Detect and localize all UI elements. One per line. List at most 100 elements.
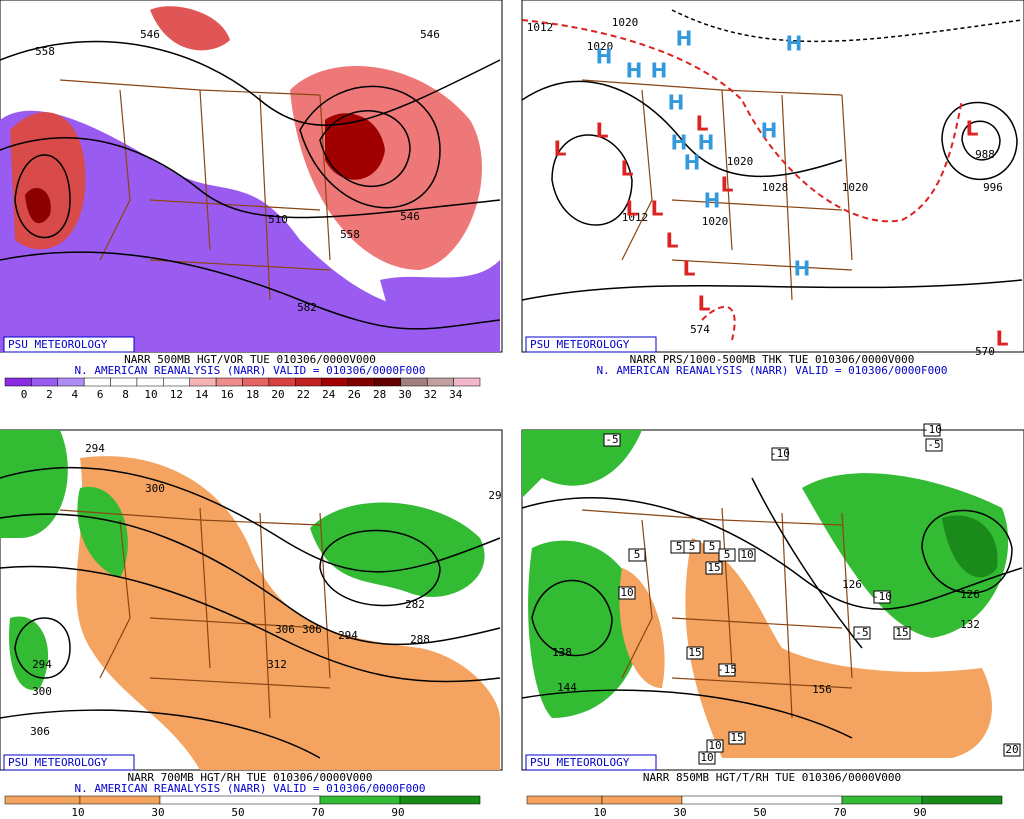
title-line-1: NARR 500MB HGT/VOR TUE 010306/0000V000 [124, 353, 376, 366]
pressure-center: H [596, 45, 613, 69]
contour-label: 126 [960, 588, 980, 601]
borders [581, 507, 853, 719]
title-line-1: NARR PRS/1000-500MB THK TUE 010306/0000V… [630, 353, 915, 366]
thickness-line [521, 19, 963, 223]
colorbar-segment [110, 377, 138, 387]
label-box [718, 548, 736, 562]
borders [581, 79, 853, 301]
contour [14, 617, 71, 679]
credit: PSU METEOROLOGY [530, 338, 630, 351]
colorbar-label: 10 [144, 388, 157, 401]
colorbar-segment [601, 795, 683, 805]
temperature-label: 10 [708, 739, 721, 752]
panel: 1012 1020 1020 1020 1028 1020 1020 1012 988 996 57… [521, 0, 1024, 377]
borders [59, 507, 331, 719]
colorbar-label: 18 [246, 388, 259, 401]
contour-label: 312 [267, 658, 287, 671]
contour-label: 582 [297, 301, 317, 314]
temperature-label: 15 [707, 561, 720, 574]
temperature-label: 5 [634, 548, 641, 561]
contour-label: 1012 [527, 21, 554, 34]
pressure-center: L [996, 327, 1009, 351]
pressure-center: H [684, 151, 701, 175]
contour-label: 1020 [702, 215, 729, 228]
label-box [728, 731, 746, 745]
shaded-region [528, 540, 642, 718]
colorbar-segment [681, 795, 843, 805]
colorbar-label: 2 [46, 388, 53, 401]
colorbar-label: 10 [71, 806, 84, 819]
colorbar-segment [136, 377, 164, 387]
colorbar-label: 70 [311, 806, 324, 819]
shaded-region [310, 502, 485, 597]
colorbar-segment [268, 377, 296, 387]
colorbar-label: 12 [170, 388, 183, 401]
label-box [618, 586, 636, 600]
pressure-center: L [626, 197, 639, 221]
contour-label: 1012 [622, 211, 649, 224]
shaded-region [325, 113, 385, 180]
pressure-center: L [554, 137, 567, 161]
colorbar-segment [921, 795, 1003, 805]
colorbar-label: 34 [449, 388, 463, 401]
colorbar-label: 30 [398, 388, 411, 401]
colorbar-segment [79, 795, 161, 805]
pressure-center: L [966, 117, 979, 141]
pressure-center: H [671, 131, 688, 155]
colorbar-segment [399, 795, 481, 805]
credit-box [3, 336, 135, 353]
title-line-1: NARR 700MB HGT/RH TUE 010306/0000V000 [127, 771, 372, 784]
contour [299, 85, 441, 209]
pressure-center: L [721, 173, 734, 197]
contour [961, 120, 1001, 161]
contour [319, 110, 411, 187]
colorbar-segment [319, 795, 401, 805]
colorbar-label: 14 [195, 388, 209, 401]
colorbar-segment [31, 377, 59, 387]
contour [521, 279, 1023, 301]
pressure-center: H [698, 131, 715, 155]
contour-label: 546 [400, 210, 420, 223]
colorbar-segment [163, 377, 190, 387]
contour-label: 300 [145, 482, 165, 495]
contour-label: 558 [35, 45, 55, 58]
temperature-label: 10 [740, 548, 753, 561]
title-line-2: N. AMERICAN REANALYSIS (NARR) VALID = 01… [75, 364, 426, 377]
contour [0, 513, 501, 646]
contour [0, 40, 501, 126]
pressure-center: H [651, 59, 668, 83]
shaded-region [150, 6, 230, 51]
colorbar-segment [159, 795, 321, 805]
contour-label: 294 [32, 658, 52, 671]
colorbar-segment [295, 377, 322, 387]
shaded-region [802, 473, 1009, 638]
contour-label: 306 [275, 623, 295, 636]
colorbar-segment [215, 377, 243, 387]
pressure-center: H [704, 189, 721, 213]
colorbar-label: 4 [71, 388, 78, 401]
colorbar-segment [321, 377, 349, 387]
thickness-line [701, 305, 736, 341]
temperature-label: -5 [927, 438, 940, 451]
contour-label: 138 [552, 646, 572, 659]
colorbar-segment [4, 377, 32, 387]
colorbar-label: 0 [21, 388, 28, 401]
pressure-center: H [761, 119, 778, 143]
colorbar-label: 10 [593, 806, 606, 819]
pressure-center: L [698, 292, 711, 316]
colorbar-label: 22 [297, 388, 310, 401]
colorbar-segment [526, 795, 603, 805]
temperature-label: 15 [730, 731, 743, 744]
colorbar-label: 50 [231, 806, 244, 819]
temperature-label: 5 [724, 548, 731, 561]
label-box [853, 626, 871, 640]
shaded-region [0, 430, 68, 538]
contour-label: 1020 [612, 16, 639, 29]
contour-label: 1028 [762, 181, 789, 194]
temperature-label: -10 [770, 447, 790, 460]
colorbar-segment [83, 377, 111, 387]
contour-label: 288 [410, 633, 430, 646]
credit-box [525, 336, 657, 353]
